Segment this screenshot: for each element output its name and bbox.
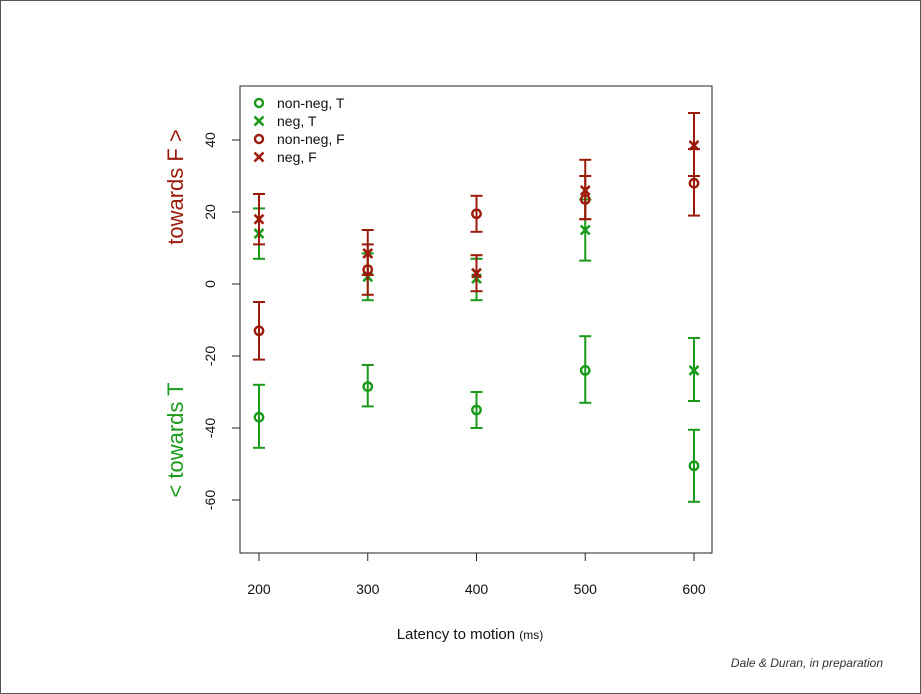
x-tick-label-400: 400 xyxy=(465,581,489,597)
point-circle-0-0 xyxy=(253,411,265,423)
x-axis-unit: (ms) xyxy=(519,628,544,642)
y-axis: -60 -40 -20 0 20 40 xyxy=(202,132,240,510)
point-x-3-3 xyxy=(579,184,591,196)
x-axis-label-text: Latency to motion xyxy=(396,626,516,643)
series-3 xyxy=(253,112,700,293)
point-x-1-3 xyxy=(579,224,591,236)
point-circle-0-3 xyxy=(579,364,591,376)
legend-x-stroke-b xyxy=(253,115,265,127)
point-x-stroke-b xyxy=(471,267,482,279)
x-tick-label-500: 500 xyxy=(574,581,598,597)
legend-x-stroke-b xyxy=(253,151,265,163)
series-0 xyxy=(253,335,700,503)
point-x-stroke-b xyxy=(579,224,591,236)
y-tick-label--20: -20 xyxy=(202,346,218,366)
y-tick-label-40: 40 xyxy=(202,132,218,148)
citation-caption: Dale & Duran, in preparation xyxy=(730,656,883,670)
point-x-stroke-b xyxy=(579,184,591,196)
legend-label-3: neg, F xyxy=(277,149,317,165)
point-circle-0-1 xyxy=(362,381,374,392)
legend-marker-3 xyxy=(253,151,265,163)
point-circle-2-0 xyxy=(253,325,265,337)
legend-label-1: neg, T xyxy=(277,113,317,129)
point-x-3-4 xyxy=(688,139,700,151)
point-x-stroke-b xyxy=(362,247,374,259)
point-circle-2-2 xyxy=(471,208,482,220)
y-tick-label--60: -60 xyxy=(202,490,218,510)
x-axis-label: Latency to motion (ms) xyxy=(240,626,700,643)
y-axis-label-top: towards F > xyxy=(163,129,188,245)
legend-label-0: non-neg, T xyxy=(277,95,345,111)
legend-marker-1 xyxy=(253,115,265,127)
legend-label-2: non-neg, F xyxy=(277,131,345,147)
point-circle-2-4 xyxy=(688,177,700,189)
legend-marker-0 xyxy=(253,97,265,109)
legend-marker-2 xyxy=(253,133,265,145)
point-x-stroke-b xyxy=(688,139,700,151)
y-axis-label-bottom: < towards T xyxy=(163,382,188,497)
y-tick-label--40: -40 xyxy=(202,418,218,438)
point-x-1-4 xyxy=(688,364,700,376)
point-x-3-2 xyxy=(471,267,482,279)
point-x-stroke-b xyxy=(688,364,700,376)
x-axis: 200 300 400 500 600 xyxy=(247,553,706,597)
series-layer xyxy=(253,112,700,503)
point-circle-0-4 xyxy=(688,460,700,472)
x-tick-label-200: 200 xyxy=(247,581,271,597)
y-tick-label-20: 20 xyxy=(202,204,218,220)
x-tick-label-600: 600 xyxy=(682,581,706,597)
point-x-3-1 xyxy=(362,247,374,259)
x-tick-label-300: 300 xyxy=(356,581,380,597)
point-circle-0-2 xyxy=(471,404,482,416)
legend: non-neg, T neg, T non-neg, F neg, F xyxy=(253,95,345,165)
point-x-stroke-b xyxy=(253,213,265,225)
y-tick-label-0: 0 xyxy=(202,280,218,288)
point-x-3-0 xyxy=(253,213,265,225)
